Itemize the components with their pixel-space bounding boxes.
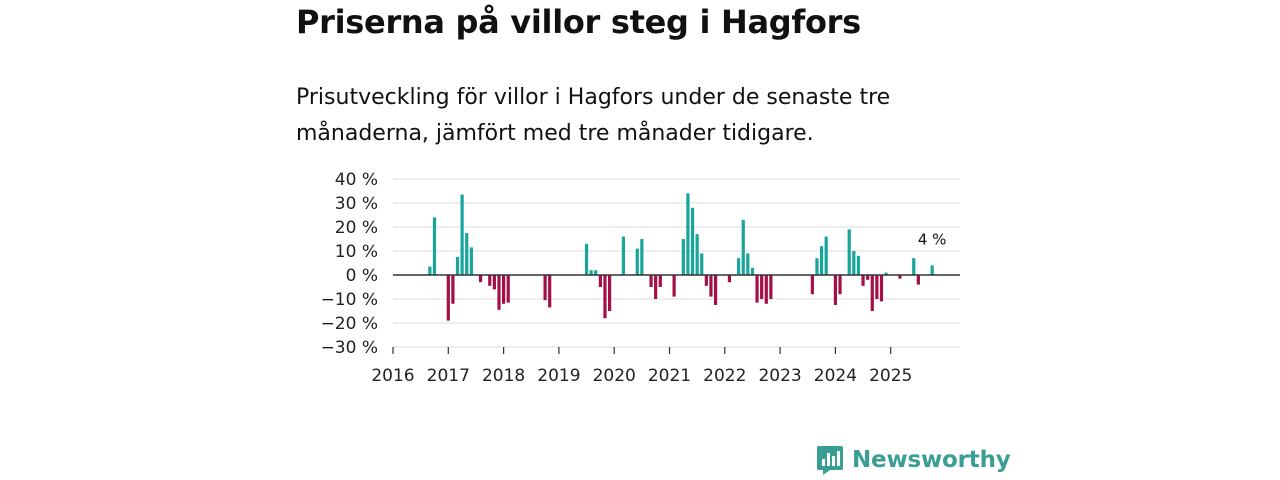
bar xyxy=(589,270,593,275)
y-tick-label: −30 % xyxy=(321,338,378,358)
bar xyxy=(764,275,768,304)
bar xyxy=(866,275,870,280)
bar xyxy=(621,236,626,275)
bar xyxy=(584,243,589,275)
x-tick-label: 2016 xyxy=(371,366,414,386)
bar xyxy=(875,275,879,299)
bar xyxy=(824,236,828,275)
bar xyxy=(870,275,874,311)
last-value-label: 4 % xyxy=(918,230,947,248)
bar xyxy=(847,229,851,275)
bar xyxy=(916,275,920,285)
bar xyxy=(884,272,888,275)
x-tick-label: 2023 xyxy=(758,366,801,386)
bar xyxy=(446,275,450,321)
bar xyxy=(695,234,699,275)
x-tick-label: 2019 xyxy=(537,366,580,386)
bar xyxy=(455,257,460,275)
grid-lines xyxy=(393,178,960,348)
bar xyxy=(598,275,602,287)
x-tick-label: 2021 xyxy=(648,366,691,386)
x-tick-label: 2022 xyxy=(703,366,746,386)
bar xyxy=(460,194,464,275)
x-tick-label: 2024 xyxy=(814,366,857,386)
y-axis-tick-labels: 40 % 30 % 20 % 10 % 0 % −10 % −20 % −30 % xyxy=(321,170,378,358)
bar xyxy=(819,246,824,275)
y-tick-label: −20 % xyxy=(321,314,378,334)
brand-name: Newsworthy xyxy=(852,447,1011,473)
bar xyxy=(879,275,884,302)
bar xyxy=(713,275,718,305)
bar xyxy=(852,251,856,275)
bars xyxy=(428,193,934,321)
bar xyxy=(594,270,598,275)
bar xyxy=(635,248,639,275)
x-tick-label: 2025 xyxy=(869,366,912,386)
bar xyxy=(497,275,501,310)
chart-title: Priserna på villor steg i Hagfors xyxy=(296,3,861,41)
y-tick-label: 20 % xyxy=(335,218,378,238)
bar xyxy=(451,275,455,304)
x-tick-label: 2020 xyxy=(593,366,636,386)
bar xyxy=(727,275,732,283)
bar xyxy=(548,275,552,308)
bar xyxy=(930,265,934,275)
bar xyxy=(709,275,713,297)
data-labels: 4 % xyxy=(918,230,947,248)
bar xyxy=(502,275,506,304)
bar xyxy=(681,239,685,275)
bar xyxy=(506,275,510,303)
bar xyxy=(856,255,861,275)
y-tick-label: 40 % xyxy=(335,170,378,190)
bar xyxy=(465,233,469,275)
bar xyxy=(469,247,473,275)
bar xyxy=(488,275,492,286)
bar xyxy=(686,193,690,275)
bar xyxy=(428,266,432,275)
bar xyxy=(700,253,704,275)
bar xyxy=(603,275,607,319)
bar xyxy=(833,275,837,305)
newsworthy-logo-icon xyxy=(817,446,843,475)
bar xyxy=(672,275,676,297)
bar xyxy=(658,275,662,287)
bar xyxy=(861,275,865,286)
chart-subtitle: Prisutveckling för villor i Hagfors unde… xyxy=(296,85,891,146)
y-tick-label: 0 % xyxy=(346,266,378,286)
y-tick-label: 30 % xyxy=(335,194,378,214)
bar xyxy=(737,258,741,275)
bar xyxy=(607,275,612,311)
bar xyxy=(704,275,708,286)
bar xyxy=(760,275,764,299)
bar xyxy=(815,258,819,275)
x-tick-label: 2018 xyxy=(482,366,525,386)
bar xyxy=(746,253,750,275)
y-tick-label: −10 % xyxy=(321,290,378,310)
bar-chart: 40 %30 %20 %10 %0 %−10 %−20 %−30 % 2016 2… xyxy=(321,170,960,386)
bar xyxy=(810,275,814,295)
bar xyxy=(741,219,745,275)
bar xyxy=(492,275,496,290)
brand-logo[interactable]: Newsworthy xyxy=(816,444,1011,476)
bar xyxy=(478,275,483,283)
x-tick-label: 2017 xyxy=(427,366,470,386)
bar xyxy=(912,258,916,275)
bar xyxy=(654,275,658,299)
bar xyxy=(838,275,842,295)
bar xyxy=(690,207,695,275)
x-axis: 2016 2017 2018 2019 2020 2021 2022 2023 2024 2025 xyxy=(371,346,960,386)
bar xyxy=(640,239,644,275)
bar xyxy=(898,275,902,279)
bar xyxy=(432,217,437,275)
y-tick-label: 10 % xyxy=(335,242,378,262)
bar xyxy=(649,275,653,287)
bar xyxy=(755,275,759,303)
bar xyxy=(750,267,755,275)
bar xyxy=(543,275,547,301)
bar xyxy=(769,275,773,299)
